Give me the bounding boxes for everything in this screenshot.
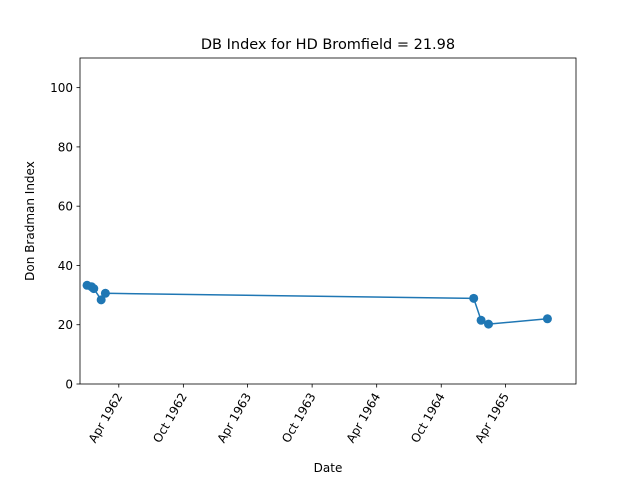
y-tick-label: 100	[50, 81, 73, 95]
data-point	[100, 288, 110, 298]
plot-area	[80, 58, 576, 384]
y-tick-label: 40	[58, 259, 73, 273]
chart-title: DB Index for HD Bromfield = 21.98	[201, 37, 455, 53]
data-point	[484, 319, 494, 329]
y-tick-label: 20	[58, 318, 73, 332]
x-axis-title: Date	[314, 461, 343, 475]
y-axis-title: Don Bradman Index	[23, 161, 37, 281]
y-tick-label: 80	[58, 140, 73, 154]
y-tick-label: 60	[58, 200, 73, 214]
data-point	[476, 315, 486, 325]
data-point	[542, 314, 552, 324]
data-point	[89, 284, 99, 294]
data-point	[469, 293, 479, 303]
data-marks	[82, 280, 552, 329]
plot-frame	[79, 57, 577, 385]
y-tick-label: 0	[65, 378, 73, 392]
data-point	[96, 295, 106, 305]
